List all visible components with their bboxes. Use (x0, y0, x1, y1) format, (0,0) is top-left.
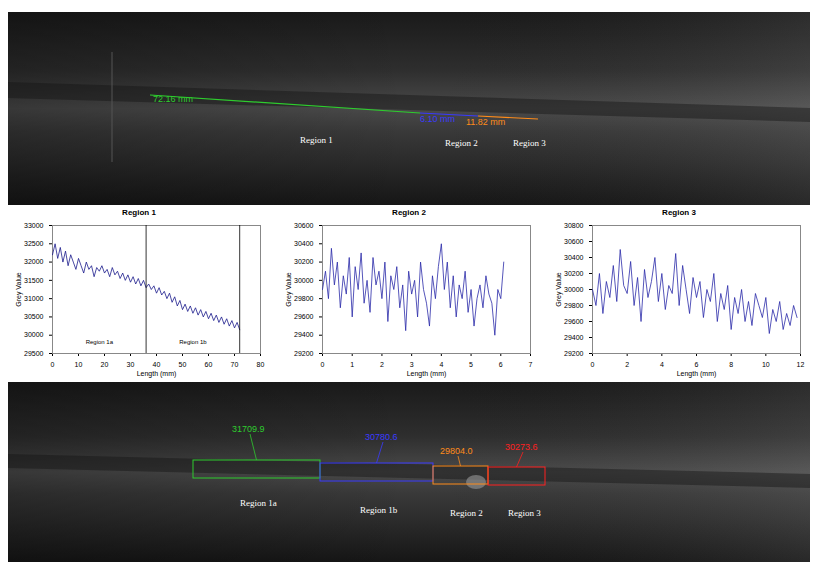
svg-text:31709.9: 31709.9 (232, 424, 265, 434)
svg-text:10: 10 (762, 361, 770, 368)
svg-text:Region 1b: Region 1b (360, 505, 398, 515)
svg-text:Region 1b: Region 1b (179, 339, 207, 345)
svg-text:Region 1a: Region 1a (86, 339, 114, 345)
svg-text:33000: 33000 (24, 222, 44, 229)
svg-text:0: 0 (591, 361, 595, 368)
svg-text:70: 70 (231, 361, 239, 368)
svg-text:Region 2: Region 2 (445, 138, 478, 148)
svg-text:29500: 29500 (24, 350, 44, 357)
svg-text:29800: 29800 (294, 295, 314, 302)
svg-text:50: 50 (179, 361, 187, 368)
svg-text:30500: 30500 (24, 313, 44, 320)
svg-text:Grey Value: Grey Value (285, 272, 293, 307)
svg-text:Length (mm): Length (mm) (137, 370, 177, 378)
svg-text:29600: 29600 (564, 318, 584, 325)
svg-text:Region 3: Region 3 (508, 508, 541, 518)
svg-text:1: 1 (350, 361, 354, 368)
svg-text:12: 12 (797, 361, 805, 368)
svg-text:29800: 29800 (564, 302, 584, 309)
svg-text:30400: 30400 (564, 254, 584, 261)
svg-text:0: 0 (321, 361, 325, 368)
svg-text:30273.6: 30273.6 (505, 442, 538, 452)
svg-text:2: 2 (380, 361, 384, 368)
svg-text:Grey Value: Grey Value (555, 272, 563, 307)
svg-text:4: 4 (660, 361, 664, 368)
svg-text:Region 3: Region 3 (513, 138, 546, 148)
svg-text:7: 7 (529, 361, 533, 368)
svg-text:30000: 30000 (24, 331, 44, 338)
svg-text:Grey Value: Grey Value (15, 272, 23, 307)
svg-text:30200: 30200 (564, 270, 584, 277)
svg-text:30000: 30000 (564, 286, 584, 293)
svg-text:11.82 mm: 11.82 mm (466, 117, 505, 127)
svg-text:30780.6: 30780.6 (365, 432, 398, 442)
svg-text:31000: 31000 (24, 295, 44, 302)
svg-text:29400: 29400 (294, 331, 314, 338)
svg-text:Length (mm): Length (mm) (677, 370, 717, 378)
svg-text:6: 6 (695, 361, 699, 368)
svg-text:30: 30 (127, 361, 135, 368)
svg-text:30400: 30400 (294, 240, 314, 247)
svg-text:30800: 30800 (564, 222, 584, 229)
svg-text:8: 8 (729, 361, 733, 368)
svg-text:Region 2: Region 2 (450, 508, 483, 518)
svg-text:2: 2 (625, 361, 629, 368)
svg-text:29804.0: 29804.0 (440, 446, 473, 456)
svg-text:31500: 31500 (24, 277, 44, 284)
svg-text:3: 3 (410, 361, 414, 368)
svg-text:Region 1a: Region 1a (240, 498, 277, 508)
svg-text:5: 5 (469, 361, 473, 368)
svg-text:32000: 32000 (24, 258, 44, 265)
svg-text:4: 4 (439, 361, 443, 368)
svg-text:0: 0 (51, 361, 55, 368)
svg-text:29200: 29200 (564, 350, 584, 357)
svg-text:6.10 mm: 6.10 mm (420, 114, 455, 124)
svg-text:40: 40 (153, 361, 161, 368)
svg-text:72.16 mm: 72.16 mm (153, 94, 193, 104)
svg-text:6: 6 (499, 361, 503, 368)
svg-text:29400: 29400 (564, 334, 584, 341)
svg-text:29600: 29600 (294, 313, 314, 320)
svg-text:30600: 30600 (294, 222, 314, 229)
svg-text:29200: 29200 (294, 350, 314, 357)
svg-text:80: 80 (257, 361, 265, 368)
svg-text:30200: 30200 (294, 258, 314, 265)
svg-text:30000: 30000 (294, 277, 314, 284)
svg-text:Region 1: Region 1 (300, 135, 333, 145)
svg-text:30600: 30600 (564, 238, 584, 245)
svg-text:20: 20 (101, 361, 109, 368)
html-text:Region 3: Region 3 (662, 208, 696, 217)
svg-text:Length (mm): Length (mm) (407, 370, 447, 378)
svg-text:10: 10 (75, 361, 83, 368)
html-text:Region 1: Region 1 (122, 208, 156, 217)
svg-text:60: 60 (205, 361, 213, 368)
svg-text:32500: 32500 (24, 240, 44, 247)
html-text:Region 2: Region 2 (392, 208, 426, 217)
